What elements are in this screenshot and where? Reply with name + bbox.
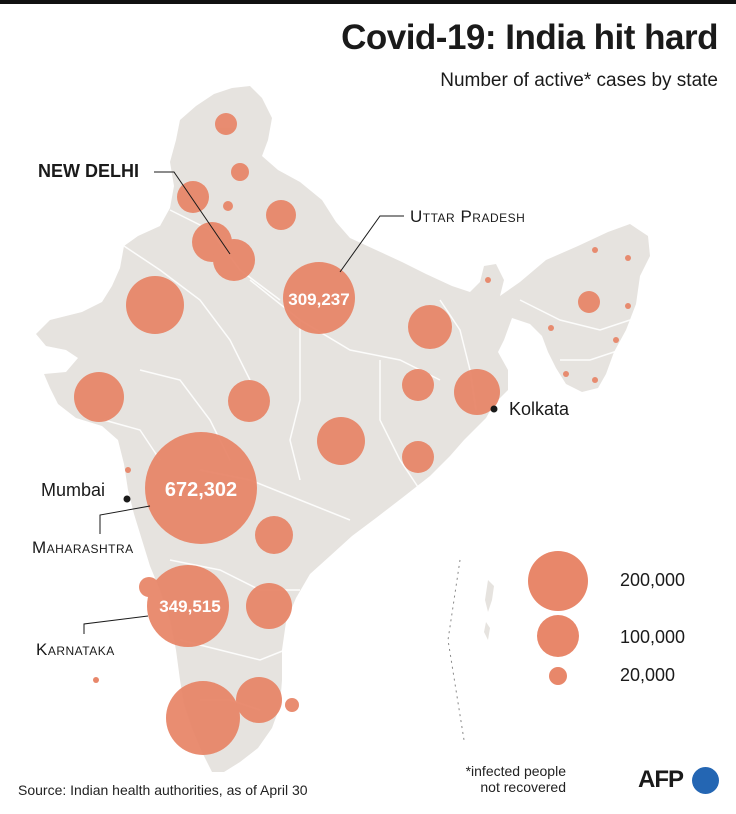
bubble-himachal xyxy=(231,163,249,181)
bubble-punjab xyxy=(177,181,209,213)
map-subtitle: Number of active* cases by state xyxy=(440,70,718,91)
bubble-chhattisgarh xyxy=(317,417,365,465)
legend-label-large: 200,000 xyxy=(620,570,686,590)
footnote: *infected people not recovered xyxy=(465,763,566,795)
maritime-boundary xyxy=(447,559,465,741)
bubble-maharashtra xyxy=(145,432,257,544)
source-line: Source: Indian health authorities, as of… xyxy=(18,782,308,798)
legend-bubble-large xyxy=(528,551,588,611)
leader-lines xyxy=(83,171,404,634)
legend-bubble-medium xyxy=(537,615,579,657)
bubble-sikkim xyxy=(485,277,491,283)
bubble-karnataka xyxy=(147,565,229,647)
bubble-tripura xyxy=(563,371,569,377)
afp-logo-icon xyxy=(692,767,719,794)
bubble-jammu-kashmir xyxy=(215,113,237,135)
bubble-west-bengal xyxy=(454,369,500,415)
mumbai-dot xyxy=(123,495,131,503)
legend-label-small: 20,000 xyxy=(620,665,676,685)
andaman-islands xyxy=(484,580,494,640)
label-maharashtra: Maharashtra xyxy=(32,538,134,557)
label-kolkata: Kolkata xyxy=(509,399,570,419)
bubble-andhra-pradesh xyxy=(246,583,292,629)
bubble-jharkhand xyxy=(402,369,434,401)
kolkata-dot xyxy=(490,405,498,413)
label-uttar-pradesh: Uttar Pradesh xyxy=(410,207,526,226)
afp-logo-text: AFP xyxy=(638,766,684,793)
bubble-goa xyxy=(139,577,159,597)
legend-bubble-small xyxy=(549,667,567,685)
value-karnataka: 349,515 xyxy=(159,597,220,616)
bubble-assam xyxy=(578,291,600,313)
bubble-rajasthan xyxy=(126,276,184,334)
map-title: Covid-19: India hit hard xyxy=(341,18,718,57)
top-rule xyxy=(0,0,736,4)
bubble-uttarakhand xyxy=(266,200,296,230)
bubble-manipur xyxy=(613,337,619,343)
bubble-chandigarh xyxy=(223,201,233,211)
bubble-madhya-pradesh xyxy=(228,380,270,422)
label-mumbai: Mumbai xyxy=(41,480,106,500)
bubble-kerala xyxy=(166,681,240,755)
label-new-delhi: NEW DELHI xyxy=(38,161,139,181)
bubble-puducherry xyxy=(285,698,299,712)
lakshadweep-dot xyxy=(93,677,99,683)
bubble-uttar-pradesh xyxy=(283,262,355,334)
value-uttar-pradesh: 309,237 xyxy=(288,290,349,309)
bubble-mizoram xyxy=(592,377,598,383)
label-karnataka: Karnataka xyxy=(36,640,115,659)
bubble-meghalaya xyxy=(548,325,554,331)
bubble-arunachal xyxy=(625,255,631,261)
value-maharashtra: 672,302 xyxy=(165,479,237,501)
bubble-telangana xyxy=(255,516,293,554)
bubble-nagaland xyxy=(625,303,631,309)
bubble-ne-small xyxy=(592,247,598,253)
bubble-gujarat xyxy=(74,372,124,422)
legend-label-medium: 100,000 xyxy=(620,627,686,647)
bubble-tamil-nadu xyxy=(236,677,282,723)
bubble-odisha xyxy=(402,441,434,473)
state-bubbles xyxy=(74,113,631,755)
bubble-delhi xyxy=(213,239,255,281)
bubble-dadra xyxy=(125,467,131,473)
bubble-bihar xyxy=(408,305,452,349)
